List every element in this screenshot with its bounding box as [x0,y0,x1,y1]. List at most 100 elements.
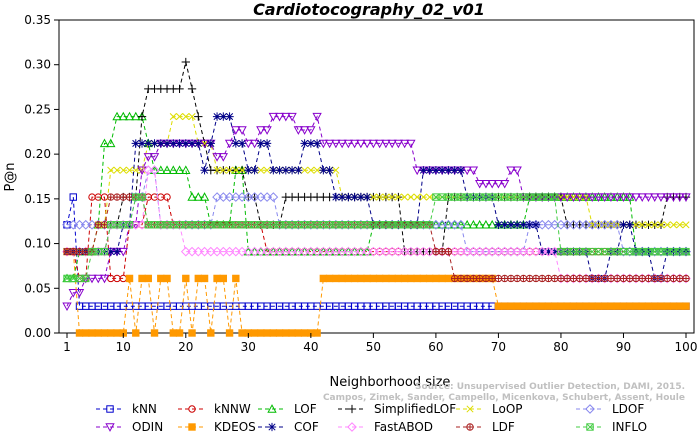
data-point [306,139,316,148]
data-point [238,329,246,337]
data-point [181,57,190,67]
data-point [187,192,197,201]
data-point [657,274,665,283]
x-axis: 1 10 20 30 40 50 60 70 80 90 100 [63,333,697,354]
data-point [200,166,209,175]
data-point [600,193,610,202]
data-point [144,139,153,148]
legend-marker [466,405,474,413]
data-point [219,112,228,121]
data-point [500,220,509,229]
data-point [638,221,646,229]
data-point [299,126,310,135]
data-point [107,166,115,174]
data-point [293,126,304,135]
data-point [456,219,466,230]
data-point [325,166,334,175]
data-point [612,219,623,230]
data-point [113,166,121,174]
data-point [506,166,516,176]
data-point [601,302,609,310]
x-tick-label: 90 [616,340,631,354]
data-point [669,302,678,310]
legend-item-knn: kNN [96,402,157,416]
data-point [287,166,297,175]
data-point [413,274,421,283]
data-point [644,274,653,283]
series-line-inflo [67,196,686,279]
data-point [563,274,571,283]
data-point [225,112,234,121]
data-point [544,193,553,201]
data-point [681,193,691,202]
series-knnw [63,193,690,283]
data-point [112,111,122,121]
legend-marker [466,423,474,431]
data-point [313,329,321,337]
data-point [387,139,397,149]
legend-item-loop: LoOP [456,402,523,416]
data-point [319,274,328,283]
data-point [663,274,671,283]
data-point [157,274,165,283]
data-point [481,179,491,189]
data-point [462,166,472,176]
data-point [575,193,585,202]
data-point [131,111,141,121]
data-point [651,221,659,229]
data-point [550,302,559,310]
data-point [538,247,547,256]
data-point [68,289,78,298]
y-tick-label: 0.20 [24,147,51,161]
data-point [468,219,479,229]
data-point [474,219,485,229]
data-point [582,274,590,283]
data-point [487,179,497,189]
data-point [588,274,596,283]
data-point [137,112,147,121]
data-point [194,139,203,148]
data-point [613,302,621,310]
data-point [432,274,440,283]
series-layer [62,57,691,337]
data-point [169,113,177,121]
data-point [550,247,559,256]
data-point [187,84,197,94]
data-point [294,329,303,337]
legend-item-ldof: LDOF [576,402,644,416]
series-line-loop [67,116,686,253]
data-point [662,193,672,202]
data-point [325,274,334,283]
data-point [188,329,196,337]
data-point [150,139,159,148]
legend-item-simplifiedlof: SimplifiedLOF [338,402,456,416]
data-point [62,302,72,312]
data-point [644,302,653,310]
data-point [450,166,459,175]
legend-label: COF [294,420,319,434]
data-point [106,247,115,256]
data-point [125,274,134,283]
data-point [619,220,628,229]
data-point [332,166,340,174]
data-point [657,221,665,229]
y-tick-label: 0.10 [24,237,51,251]
data-point [607,274,615,283]
data-point [557,274,565,283]
data-point [194,112,203,121]
data-point [150,329,159,337]
data-point [469,274,478,283]
data-point [582,302,590,310]
data-point [125,221,134,229]
data-point [381,139,391,149]
data-point [481,219,491,229]
series-ldof [62,165,691,257]
data-point [69,193,77,201]
series-line-ldof [67,169,686,253]
watermark-line-2: Campos, Zimek, Sander, Campello, Micenko… [323,393,685,403]
data-point [669,221,678,229]
data-point [532,302,540,310]
data-point [438,274,446,283]
data-point [407,274,415,283]
data-point [257,329,265,337]
